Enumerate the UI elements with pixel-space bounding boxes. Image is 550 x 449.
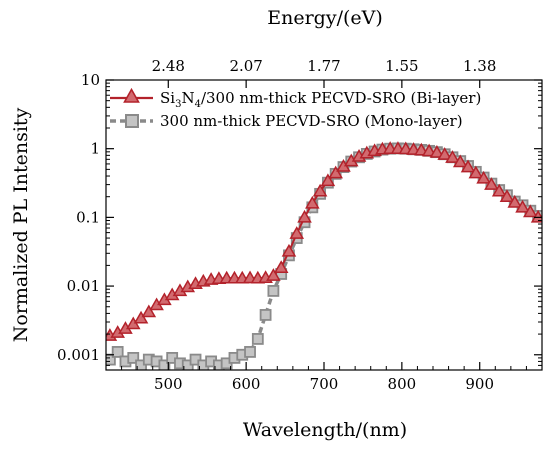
legend-marker-triangle (123, 87, 140, 103)
data-point-bilayer (507, 194, 523, 208)
data-point-monolayer (158, 359, 171, 370)
data-point-bilayer (491, 183, 507, 197)
x-tick-label: 700 (310, 375, 339, 393)
y-tick-label: 0.001 (57, 346, 100, 364)
data-point-bilayer (305, 195, 320, 209)
x2-axis-title: Energy/(eV) (267, 7, 383, 29)
x2-tick-label: 1.77 (307, 57, 340, 75)
data-point-bilayer (141, 304, 157, 318)
series-layer (106, 141, 542, 370)
data-point-bilayer (320, 173, 336, 187)
data-point-bilayer (515, 199, 530, 213)
data-point-bilayer (523, 204, 538, 218)
y-tick-label: 10 (81, 71, 100, 89)
x2-tick-label: 1.55 (385, 57, 418, 75)
data-point-bilayer (476, 170, 491, 184)
legend-label-monolayer: 300 nm-thick PECVD-SRO (Mono-layer) (160, 112, 463, 130)
data-point-bilayer (281, 243, 297, 257)
data-point-bilayer (499, 189, 515, 202)
data-point-bilayer (266, 268, 281, 281)
data-point-bilayer (484, 177, 499, 190)
data-point-bilayer (273, 260, 289, 273)
x-tick-label: 900 (465, 375, 494, 393)
data-point-monolayer (244, 346, 256, 358)
data-point-bilayer (530, 209, 542, 223)
y-tick-label: 0.1 (76, 208, 100, 226)
data-point-bilayer (133, 310, 149, 324)
data-point-bilayer (421, 143, 437, 157)
data-point-bilayer (289, 226, 305, 239)
data-point-monolayer (259, 309, 272, 321)
legend-marker-square (125, 114, 139, 128)
data-point-monolayer (251, 333, 264, 345)
tick-layer: 500 600 700 800 900 2.48 2.07 1.77 1.55 1.38 0.001… (57, 57, 543, 393)
data-point-bilayer (312, 183, 328, 197)
data-point-bilayer (328, 165, 343, 179)
data-point-bilayer (445, 150, 460, 163)
y-tick-label: 1 (90, 140, 100, 158)
x2-tick-label: 1.38 (463, 57, 496, 75)
data-point-bilayer (437, 147, 452, 160)
legend-entry-bilayer: Si3N4/300 nm-thick PECVD-SRO (Bi-layer) (110, 87, 481, 110)
data-point-bilayer (460, 159, 476, 173)
data-point-monolayer (267, 285, 280, 297)
x-tick-label: 500 (154, 375, 183, 393)
data-point-monolayer (111, 346, 124, 358)
y-axis-title: Normalized PL Intensity (10, 107, 32, 342)
x2-tick-label: 2.07 (229, 57, 262, 75)
legend-entry-monolayer: 300 nm-thick PECVD-SRO (Mono-layer) (110, 112, 463, 130)
y-tick-label: 0.01 (67, 277, 100, 295)
data-point-bilayer (297, 209, 312, 223)
data-point-monolayer (127, 352, 140, 364)
x-tick-label: 600 (232, 375, 261, 393)
x2-tick-label: 2.48 (152, 57, 185, 75)
legend: Si3N4/300 nm-thick PECVD-SRO (Bi-layer) … (110, 87, 481, 130)
data-point-bilayer (429, 144, 445, 158)
legend-label-bilayer: Si3N4/300 nm-thick PECVD-SRO (Bi-layer) (160, 89, 481, 110)
data-point-bilayer (452, 154, 468, 168)
data-point-bilayer (468, 165, 484, 179)
x-axis-title: Wavelength/(nm) (243, 419, 407, 441)
x-tick-label: 800 (388, 375, 417, 393)
